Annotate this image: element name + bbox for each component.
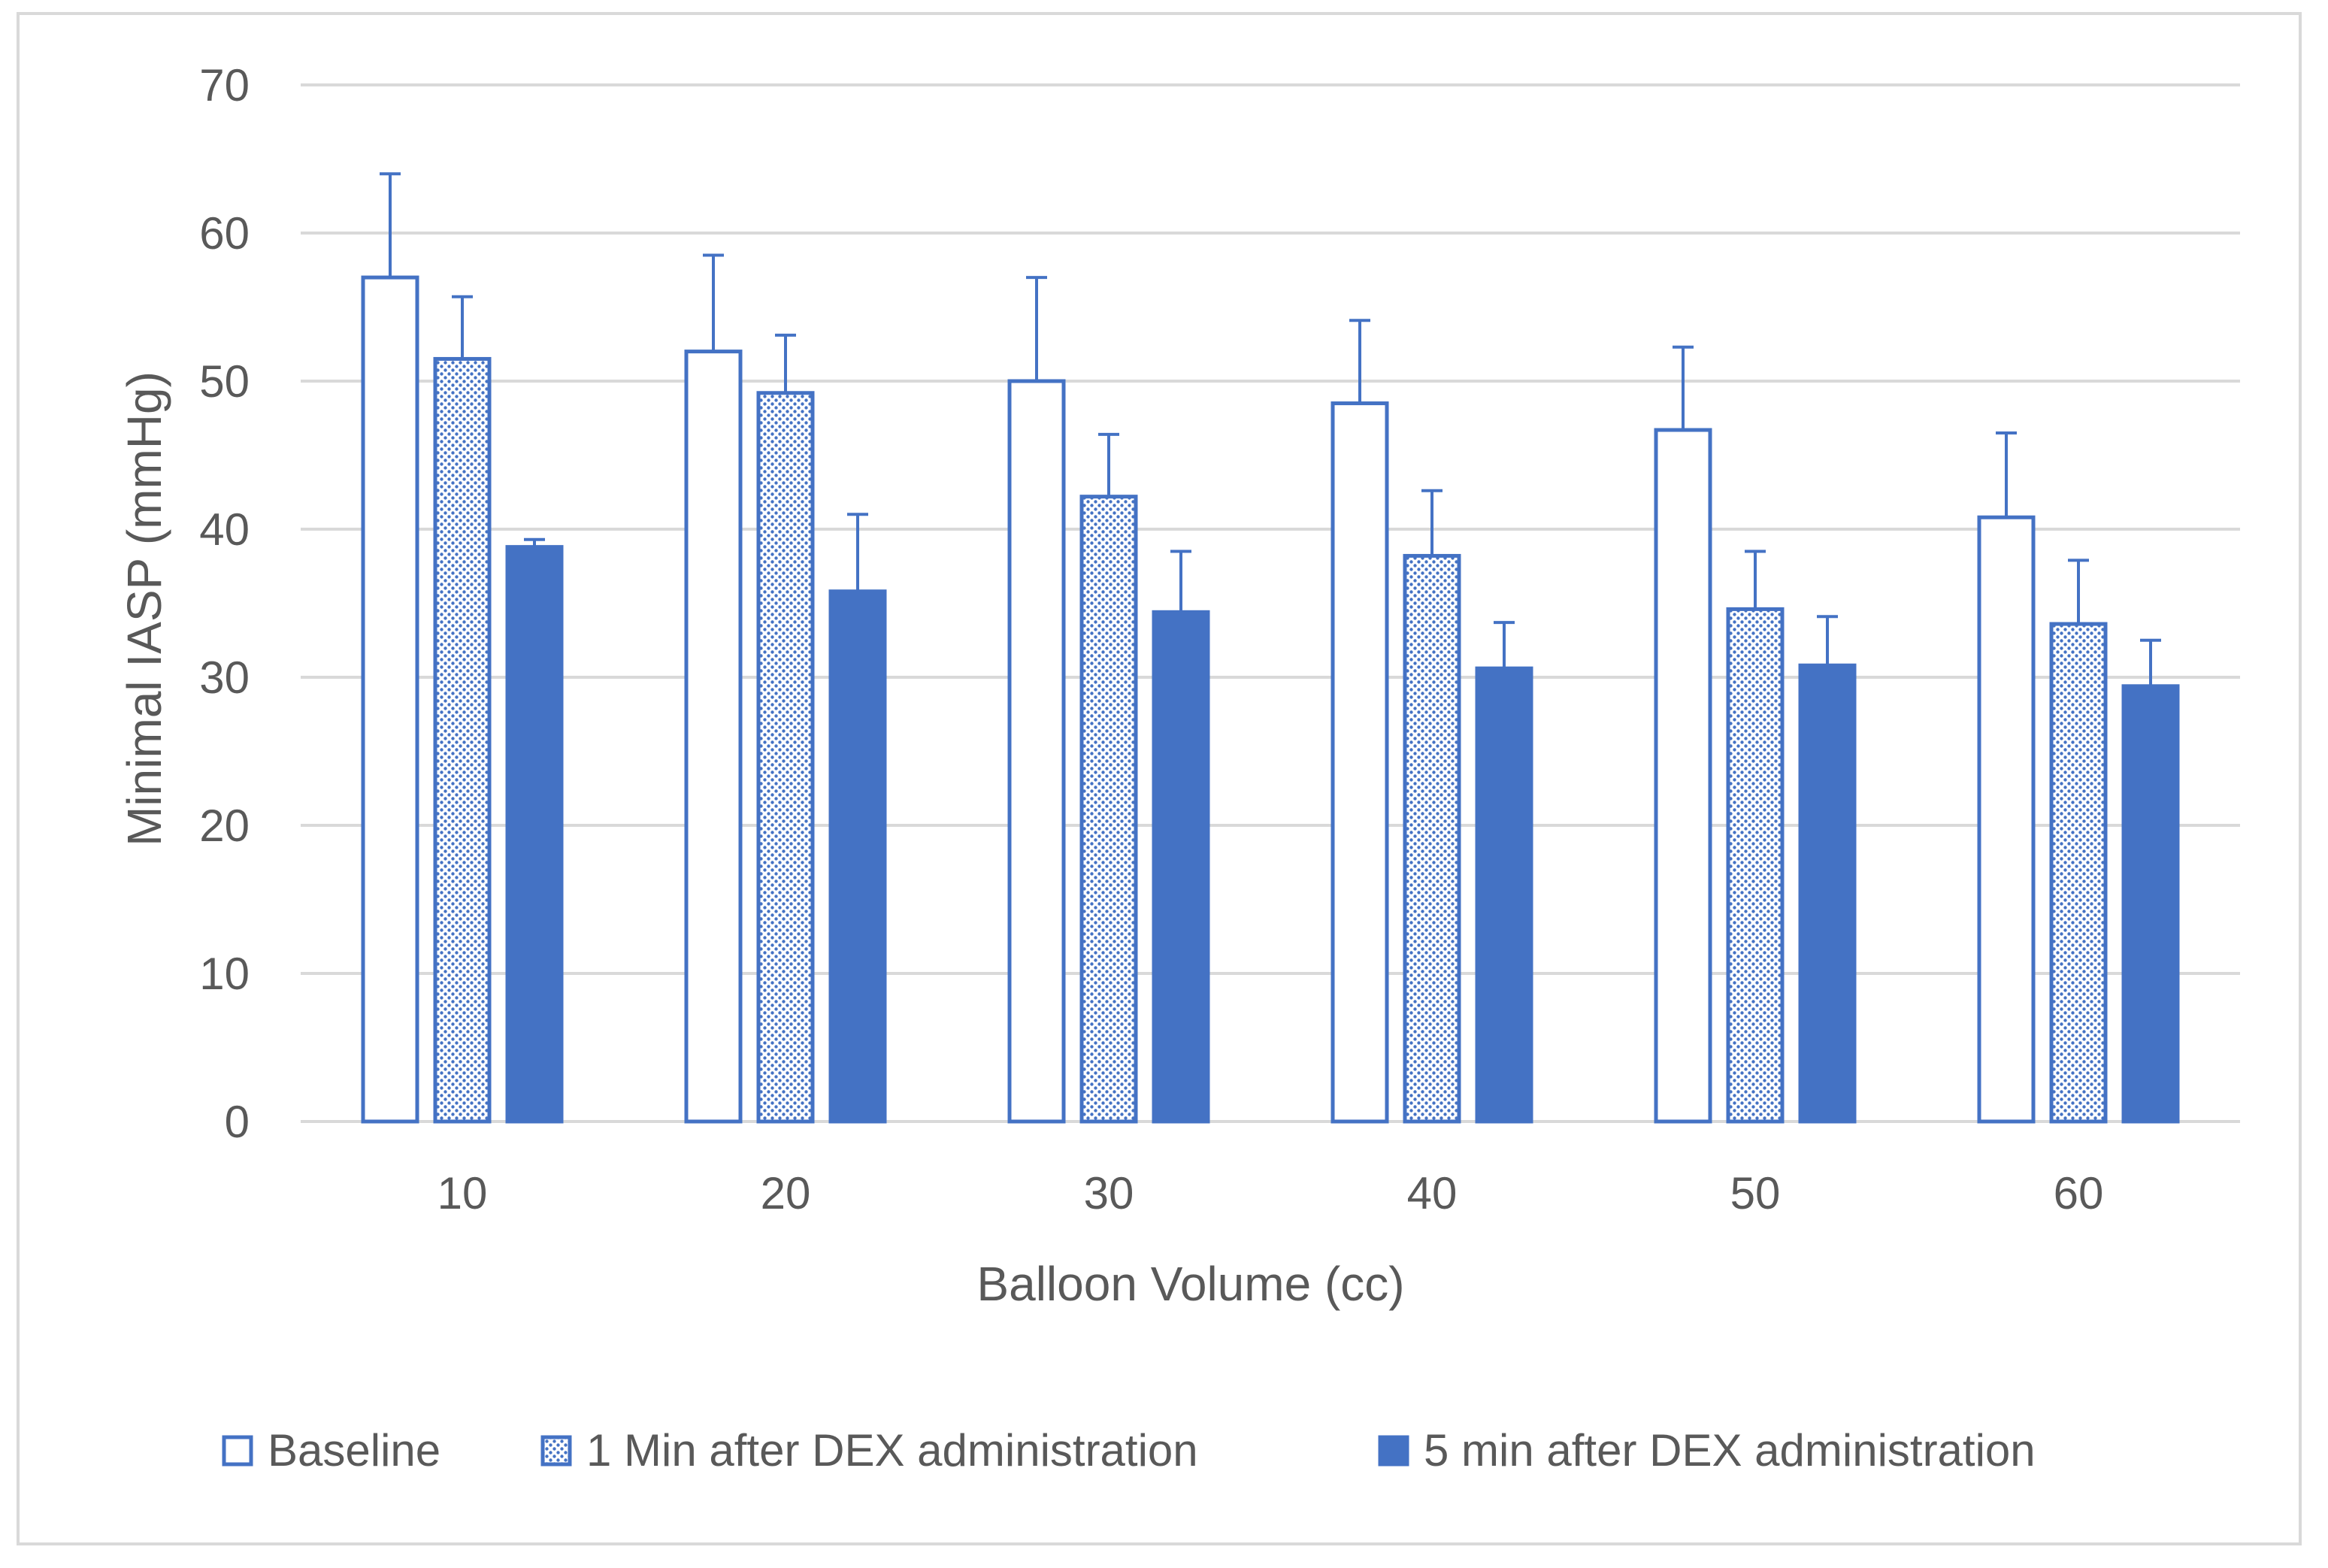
- y-tick-label-20: 20: [199, 801, 250, 851]
- bar-60-series-1: [2049, 622, 2108, 1124]
- x-tick-label-20: 20: [761, 1168, 811, 1218]
- bar-20-series-1: [756, 391, 815, 1124]
- bar-20-series-0: [684, 350, 743, 1124]
- y-tick-label-0: 0: [225, 1097, 250, 1147]
- x-tick-label-30: 30: [1084, 1168, 1134, 1218]
- y-axis-ticks: 0 10 20 30 40 50 60 70: [199, 60, 250, 1147]
- legend-swatch-5min: [1378, 1435, 1409, 1467]
- legend-label-1min: 1 Min after DEX administration: [586, 1425, 1198, 1476]
- gridlines: [301, 83, 2240, 1123]
- bar-40-series-1: [1403, 553, 1461, 1124]
- bar-20-series-2: [828, 589, 887, 1124]
- bar-40-series-0: [1331, 401, 1389, 1124]
- bar-10-series-0: [361, 275, 419, 1124]
- y-tick-label-60: 60: [199, 208, 250, 259]
- bar-10-series-2: [505, 545, 564, 1124]
- x-axis-ticks: 10 20 30 40 50 60: [437, 1168, 2104, 1218]
- y-tick-label-30: 30: [199, 652, 250, 703]
- bar-30-series-1: [1079, 495, 1138, 1124]
- bar-10-series-1: [433, 356, 492, 1124]
- legend-swatch-1min: [540, 1435, 572, 1467]
- y-tick-label-50: 50: [199, 356, 250, 407]
- legend: Baseline 1 Min after DEX administration …: [222, 1425, 2036, 1476]
- bar-30-series-0: [1007, 379, 1066, 1124]
- legend-label-5min: 5 min after DEX administration: [1424, 1425, 2036, 1476]
- bar-50-series-2: [1798, 663, 1857, 1124]
- x-tick-label-10: 10: [437, 1168, 488, 1218]
- x-tick-label-40: 40: [1407, 1168, 1458, 1218]
- y-tick-label-10: 10: [199, 949, 250, 999]
- legend-label-baseline: Baseline: [268, 1425, 440, 1476]
- error-bars: [380, 172, 2161, 686]
- y-tick-label-40: 40: [199, 504, 250, 555]
- bar-50-series-1: [1726, 607, 1785, 1124]
- bar-50-series-0: [1654, 428, 1712, 1124]
- bar-30-series-2: [1152, 610, 1210, 1124]
- x-tick-label-50: 50: [1730, 1168, 1781, 1218]
- y-tick-label-70: 70: [199, 60, 250, 110]
- x-tick-label-60: 60: [2054, 1168, 2104, 1218]
- legend-swatch-baseline: [222, 1435, 253, 1467]
- bar-40-series-2: [1475, 666, 1533, 1124]
- x-axis-title: Balloon Volume (cc): [976, 1257, 1404, 1311]
- y-axis-title: Minimal IASP (mmHg): [117, 371, 171, 846]
- bar-60-series-0: [1977, 515, 2036, 1124]
- bars: [361, 275, 2180, 1124]
- bar-60-series-2: [2121, 684, 2180, 1124]
